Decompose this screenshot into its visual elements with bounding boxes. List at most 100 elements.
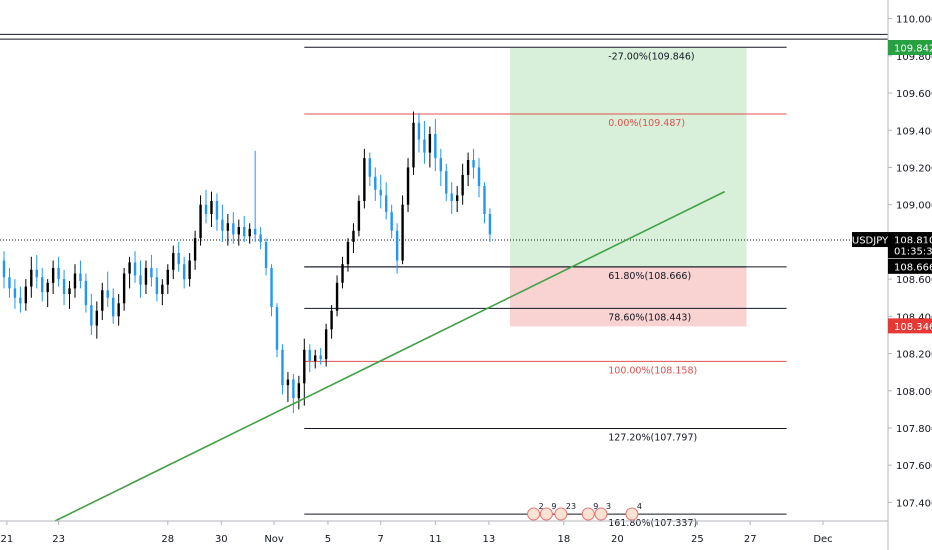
candle-body [237,227,240,235]
candle-body [68,288,71,294]
time-tick-label: 27 [744,534,757,545]
time-tick-label: Dec [813,534,832,545]
time-tick-label: 23 [52,534,65,545]
candle-body [188,260,191,280]
price-tag [888,243,932,259]
candle-body [215,200,219,220]
event-marker-icon [554,507,568,521]
candle-body [139,275,142,285]
candle-body [281,349,284,386]
fib-level-label: -27.00%(109.846) [608,51,694,62]
candle-body [13,288,17,298]
candle-body [90,305,93,326]
candle-body [472,160,475,168]
candle-body [303,349,306,384]
candle-body [248,228,251,237]
time-tick-label: Nov [264,534,284,545]
candle-body [73,273,77,289]
candle-body [412,122,415,168]
candle-body [363,158,366,201]
price-tick-label: 109.200 [896,163,932,174]
candle-body [259,234,262,242]
candle-body [297,383,301,399]
price-tag [888,258,932,274]
price-tick-label: 107.800 [896,424,932,435]
candle-body [324,329,328,360]
time-tick-label: 28 [161,534,174,545]
candle-body [95,310,99,326]
candle-body [172,253,175,270]
event-marker-icon [527,507,541,521]
time-tick-label: 7 [378,534,384,545]
price-tick-label: 109.600 [896,89,932,100]
candle-body [155,277,159,294]
candle-body [128,262,131,274]
candle-body [24,286,28,304]
fib-level-label: 100.00%(108.158) [608,365,697,376]
time-tick-label: 25 [691,534,704,545]
candle-body [439,158,442,172]
trendline-layer [54,190,726,522]
fib-level-label: 0.00%(109.487) [608,118,685,129]
candle-body [461,174,464,196]
event-marker-count: 4 [637,502,642,511]
candle-body [270,267,273,308]
price-tag-label: 109.842 [894,44,932,55]
candle-body [199,204,202,239]
candle-body [35,269,38,278]
candle-body [395,230,399,261]
candle-body [62,279,66,294]
price-tag [888,318,932,334]
event-marker-icon [594,507,608,521]
candle-body [144,267,148,285]
price-tick-label: 108.000 [896,387,932,398]
symbol-tag [852,232,888,248]
time-tick-label: 5 [325,534,331,545]
candle-body [57,267,60,280]
event-markers-layer: 2 9 23 9 3 4 [527,502,642,521]
candle-body [193,238,197,261]
fibonacci-layer: -27.00%(109.846) 0.00%(109.487) 61.80%(108… [304,46,787,529]
candle-body [319,355,322,360]
time-tick-label: 11 [429,534,442,545]
profit-zone [509,48,747,267]
candle-body [221,219,224,231]
price-tick-label: 109.000 [896,201,932,212]
price-tick-label: 109.800 [896,52,932,63]
candle-body [264,241,268,268]
horizontal-lines-layer [0,33,888,241]
candle-body [352,230,355,242]
event-marker-icon [625,507,639,521]
fib-level-label: 61.80%(108.666) [608,271,691,282]
candle-body [19,297,22,304]
time-tick-label: 21 [1,534,14,545]
time-tick-label: 13 [482,534,495,545]
candle-body [368,158,372,177]
candle-body [51,267,55,283]
price-tag-label: 108.810 [894,236,932,247]
candle-body [275,307,279,350]
candle-body [8,277,11,289]
candle-body [401,204,404,261]
candle-body [210,200,213,214]
time-tick-label: 18 [557,534,570,545]
candle-body [166,269,169,285]
candle-body [357,200,361,231]
time-tick-label: 30 [215,534,228,545]
candle-body [177,253,180,265]
candle-body [466,160,470,175]
event-marker-count: 23 [566,502,576,511]
candle-body [308,349,311,361]
candle-body [390,212,393,231]
candle-body [253,228,257,235]
candle-body [406,167,410,205]
loss-zone [509,266,747,327]
candle-body [477,167,481,187]
candle-body [341,264,344,283]
event-marker-count: 9 [593,502,598,511]
price-tick-label: 110.000 [896,15,932,26]
candle-body [450,193,453,201]
